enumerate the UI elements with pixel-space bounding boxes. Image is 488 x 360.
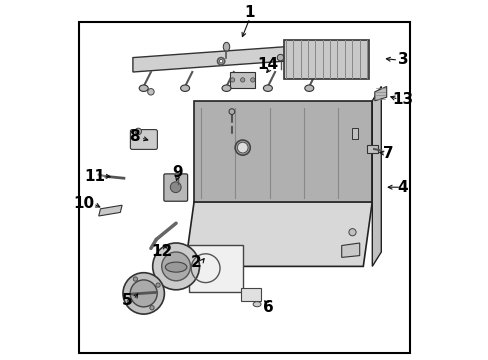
Ellipse shape (240, 78, 244, 82)
Ellipse shape (152, 243, 199, 290)
Text: 4: 4 (397, 180, 407, 195)
Ellipse shape (162, 252, 190, 281)
Bar (352, 128, 357, 139)
Ellipse shape (147, 89, 154, 95)
Ellipse shape (156, 283, 160, 287)
Ellipse shape (348, 229, 355, 236)
Bar (366, 145, 378, 153)
Polygon shape (185, 202, 371, 266)
Ellipse shape (237, 142, 247, 153)
Ellipse shape (263, 85, 272, 91)
Text: 2: 2 (190, 255, 201, 270)
Polygon shape (133, 43, 334, 72)
Text: 10: 10 (74, 196, 95, 211)
Ellipse shape (222, 85, 230, 91)
Ellipse shape (127, 300, 131, 304)
Ellipse shape (228, 109, 234, 114)
Bar (284, 40, 368, 79)
FancyBboxPatch shape (163, 174, 187, 201)
Ellipse shape (165, 262, 186, 272)
Text: 12: 12 (151, 244, 172, 260)
Ellipse shape (139, 85, 148, 91)
Text: 3: 3 (397, 52, 407, 67)
Text: 7: 7 (383, 145, 393, 161)
Ellipse shape (223, 42, 229, 51)
Text: 9: 9 (172, 165, 183, 180)
FancyBboxPatch shape (130, 130, 157, 149)
Ellipse shape (304, 85, 313, 91)
Text: 6: 6 (262, 300, 273, 315)
Ellipse shape (253, 302, 261, 307)
Ellipse shape (130, 280, 157, 307)
Ellipse shape (230, 78, 234, 82)
Bar (230, 72, 255, 88)
Polygon shape (99, 205, 122, 216)
Ellipse shape (180, 85, 189, 91)
Text: 14: 14 (257, 57, 278, 72)
Ellipse shape (149, 306, 154, 310)
Ellipse shape (219, 59, 223, 63)
Text: 5: 5 (122, 293, 133, 308)
Ellipse shape (135, 128, 141, 135)
Polygon shape (371, 86, 381, 266)
Bar (188, 245, 242, 292)
Polygon shape (341, 243, 359, 257)
Text: 1: 1 (244, 5, 255, 20)
Polygon shape (194, 101, 371, 202)
Ellipse shape (133, 277, 137, 281)
Text: 8: 8 (129, 129, 140, 144)
Text: 13: 13 (391, 91, 413, 107)
Ellipse shape (123, 273, 164, 314)
Ellipse shape (277, 54, 283, 61)
Text: 11: 11 (84, 169, 105, 184)
Polygon shape (374, 86, 386, 101)
Ellipse shape (250, 78, 254, 82)
Ellipse shape (170, 182, 181, 193)
Bar (241, 288, 260, 301)
